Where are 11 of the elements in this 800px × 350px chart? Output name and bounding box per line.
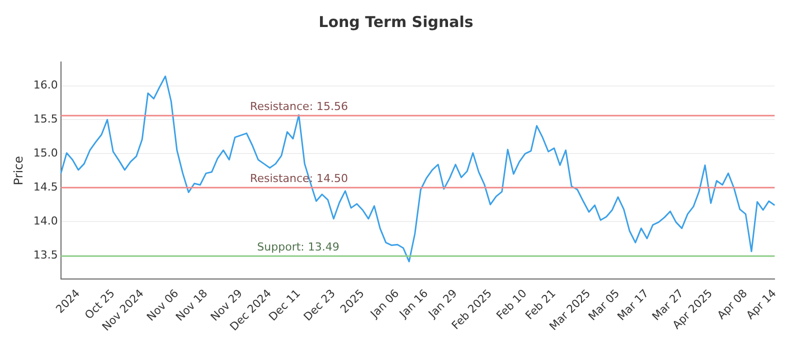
ref-line-label: Resistance: 15.56 <box>250 100 348 113</box>
ref-line-label: Support: 13.49 <box>257 240 340 254</box>
y-tick-label: 16.0 <box>33 78 58 92</box>
x-tick-label: Dec 23 <box>301 286 338 324</box>
chart-title: Long Term Signals <box>318 12 474 31</box>
y-tick-label: 15.0 <box>33 146 58 160</box>
y-axis-title: Price <box>11 156 26 186</box>
y-tick-label: 13.5 <box>33 248 58 262</box>
y-tick-label: 14.5 <box>33 180 58 194</box>
y-tick-label: 15.5 <box>33 112 58 126</box>
y-tick-label: 14.0 <box>33 214 58 228</box>
